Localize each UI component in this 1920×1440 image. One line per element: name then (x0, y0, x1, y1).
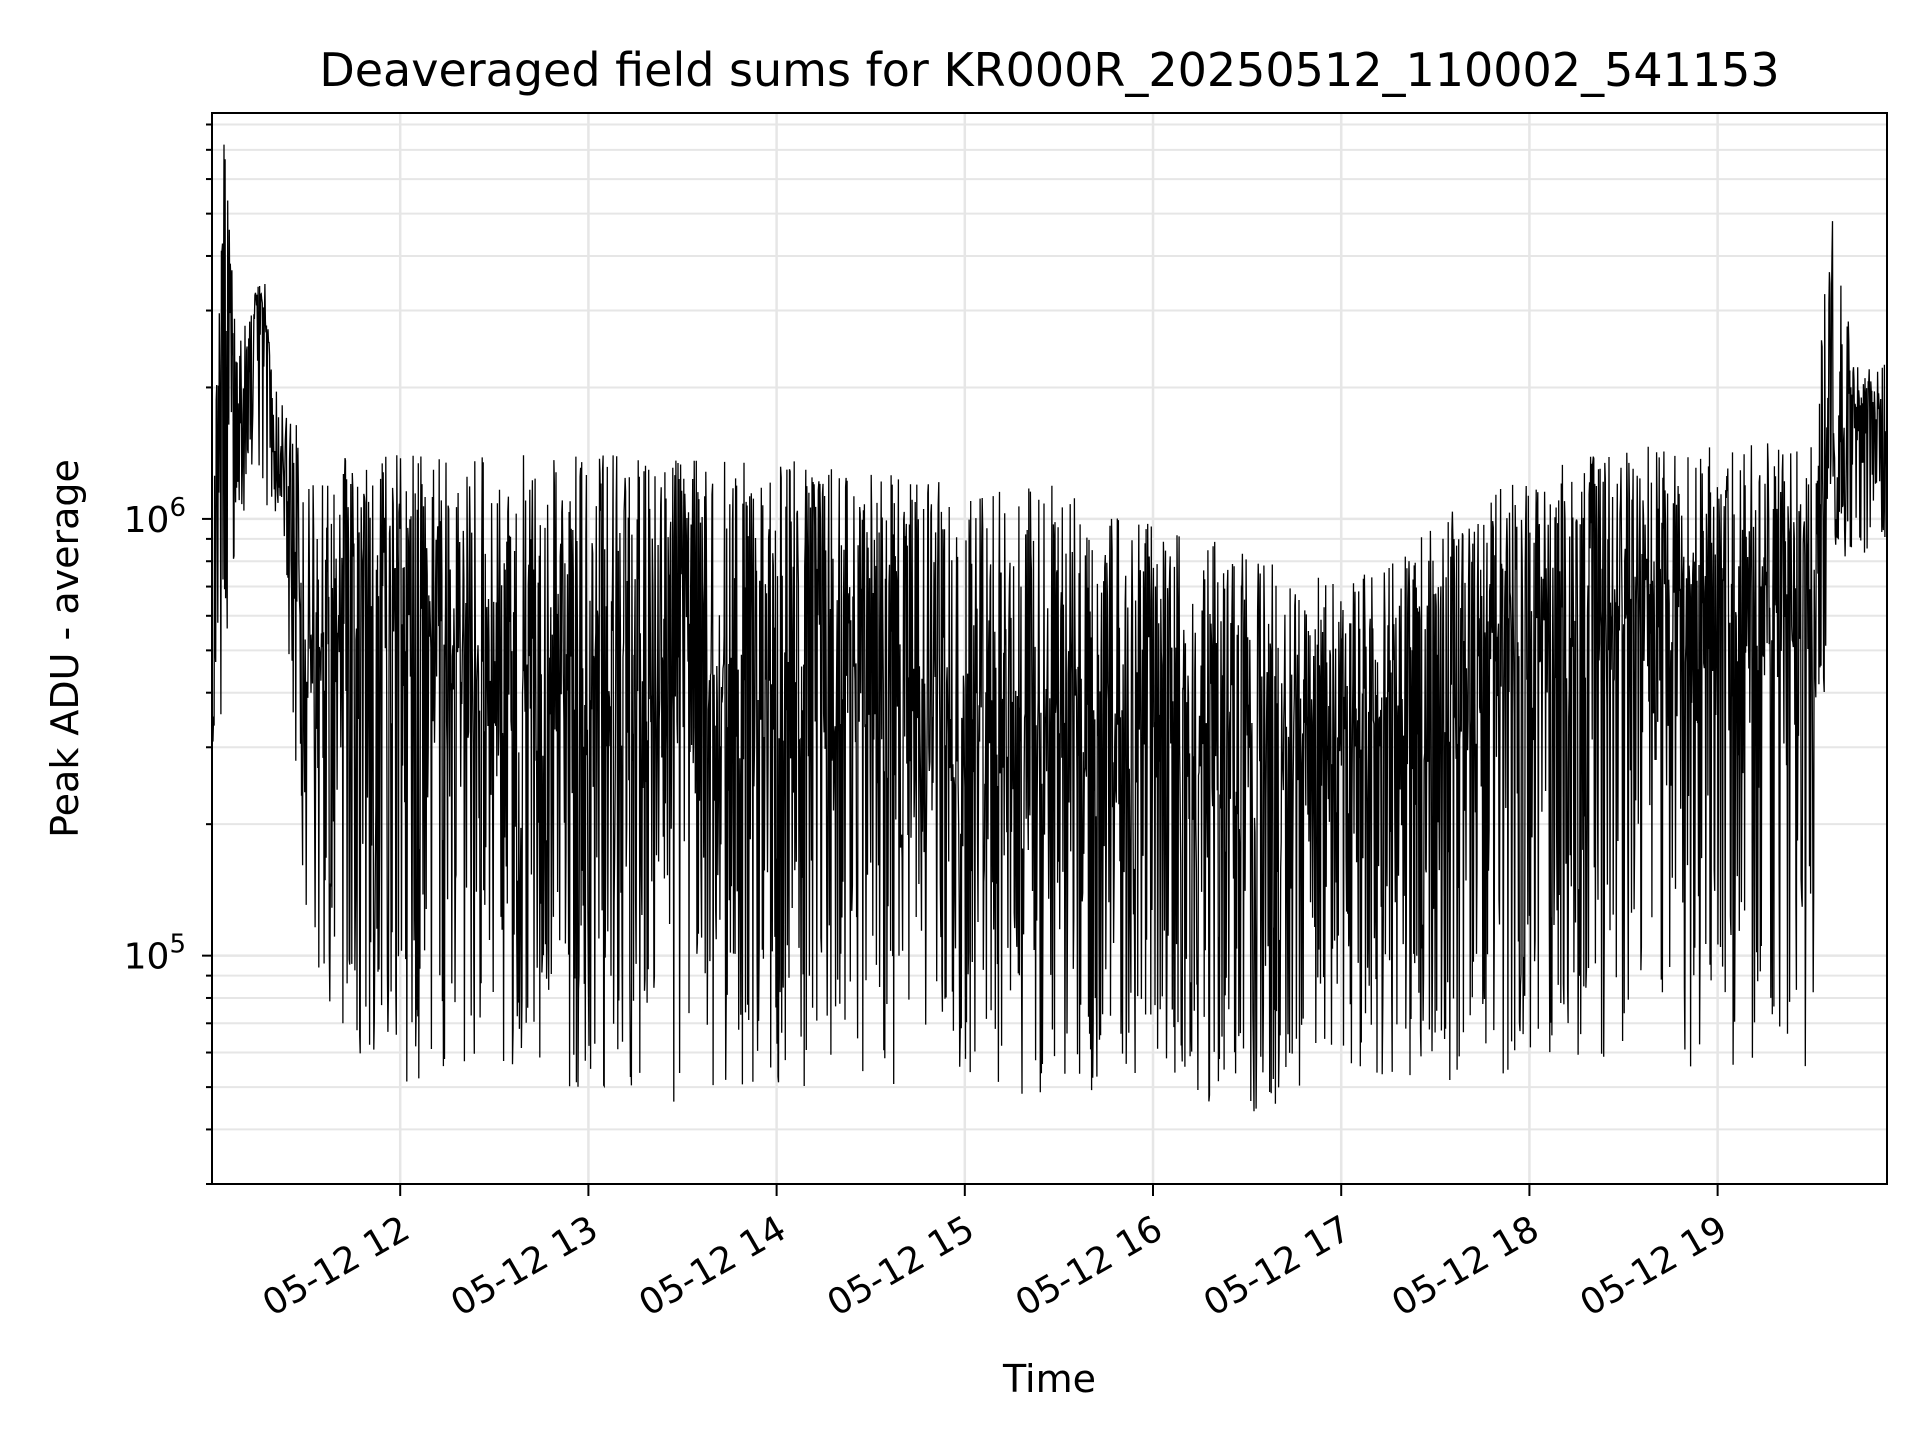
chart-title: Deaveraged field sums for KR000R_2025051… (319, 43, 1779, 97)
x-tick-label: 05-12 13 (444, 1208, 605, 1324)
x-tick-label: 05-12 19 (1573, 1208, 1734, 1324)
x-tick-label: 05-12 14 (632, 1208, 793, 1324)
x-tick-label: 05-12 17 (1197, 1208, 1358, 1324)
x-tick-label: 05-12 15 (821, 1208, 982, 1324)
plot-frame (211, 112, 1888, 1185)
y-tick-label: 106 (124, 493, 186, 541)
series-layer (212, 144, 1887, 1112)
y-axis-label: Peak ADU - average (43, 459, 87, 838)
x-tick-label: 05-12 18 (1385, 1208, 1546, 1324)
x-tick-label: 05-12 16 (1009, 1208, 1170, 1324)
x-tick-label: 05-12 12 (256, 1208, 417, 1324)
x-axis-label: Time (1002, 1357, 1096, 1401)
y-tick-label: 105 (124, 930, 186, 978)
series-line-0 (212, 144, 1887, 1112)
